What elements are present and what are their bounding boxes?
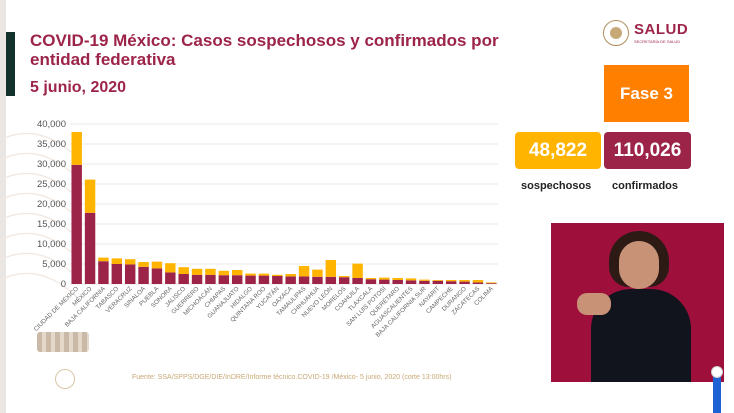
bar-confirmed [432,280,444,284]
bar-suspected [138,262,149,267]
y-tick-label: 0 [61,279,66,290]
bar-confirmed [352,278,363,284]
bar-suspected [71,132,82,165]
bar-suspected [419,279,430,281]
bar-suspected [365,278,377,280]
bar-confirmed [71,164,82,284]
seal-icon [603,20,629,46]
bar-confirmed [245,275,256,284]
bar-suspected [392,278,403,280]
bar-confirmed [312,276,323,284]
bar-suspected [272,274,283,276]
bar-confirmed [165,272,176,284]
bar-suspected [352,263,363,278]
bar-confirmed [365,279,377,284]
interpreter-face [619,241,659,289]
bar-confirmed [178,274,189,284]
source-note: Fuente: SSA/SPPS/DGE/DIE/InDRE/Informe t… [132,374,452,381]
y-tick-label: 35,000 [37,139,66,150]
bar-suspected [205,268,216,275]
bar-confirmed [205,274,216,284]
bar-confirmed [124,264,136,284]
page-title: COVID-19 México: Casos sospechosos y con… [30,31,499,69]
bar-suspected [231,270,243,276]
bar-suspected [445,280,457,282]
confirmed-label: confirmados [612,180,679,192]
confirmed-total: 110,026 [604,132,691,169]
x-tick-label: CIUDAD DE MÉXICO [33,285,81,333]
bar-suspected [84,179,96,213]
bar-confirmed [298,276,310,284]
bar-suspected [245,273,256,276]
report-date: 5 junio, 2020 [30,79,127,96]
bar-confirmed [138,266,149,284]
scrollbar-thumb[interactable] [711,366,723,378]
bar-suspected [258,273,270,276]
bar-suspected [111,258,123,264]
bar-suspected [472,280,484,283]
bar-confirmed [472,282,484,284]
bar-confirmed [285,276,296,284]
bar-suspected [298,266,310,277]
bar-suspected [325,260,337,277]
y-tick-label: 25,000 [37,179,66,190]
bar-suspected [338,276,350,278]
bar-suspected [285,274,296,277]
scrollbar-track[interactable] [713,372,721,413]
bar-confirmed [486,283,497,284]
bar-confirmed [325,276,337,284]
suspected-label: sospechosos [521,180,592,192]
bar-suspected [178,267,189,274]
logo-name: SALUD [634,21,689,38]
bar-chart: 0 5,000 10,000 15,000 20,000 25,000 30,000 35,0… [33,119,498,339]
bar-suspected [432,280,444,281]
logo-subtitle: SECRETARÍA DE SALUD [634,39,681,44]
y-tick-label: 40,000 [37,119,66,130]
bar-confirmed [272,276,283,284]
bar-confirmed [98,261,109,284]
bar-suspected [151,261,163,269]
bar-suspected [312,269,323,277]
bar-confirmed [392,280,403,284]
salud-logo: SALUD SECRETARÍA DE SALUD [603,20,698,48]
bar-confirmed [111,264,123,284]
left-edge-bar [0,0,6,413]
bar-suspected [165,263,176,273]
bar-confirmed [151,268,163,284]
suspected-total: 48,822 [515,132,601,169]
crest-icon [55,369,75,389]
bar-suspected [405,278,417,281]
title-accent-bar [6,32,15,96]
bar-suspected [379,277,390,280]
bar-confirmed [459,281,470,284]
y-tick-label: 5,000 [42,259,66,270]
bar-suspected [124,259,136,265]
y-tick-label: 10,000 [37,239,66,250]
bar-suspected [98,257,109,262]
y-tick-label: 20,000 [37,199,66,210]
phase-badge: Fase 3 [604,65,689,122]
y-tick-label: 15,000 [37,219,66,230]
bar-confirmed [445,281,457,284]
bar-confirmed [84,212,96,284]
bar-confirmed [231,275,243,284]
interpreter-hand [577,293,611,315]
y-tick-label: 30,000 [37,159,66,170]
bar-suspected [486,282,497,284]
bar-confirmed [338,277,350,284]
bar-confirmed [379,279,390,284]
people-illustration [37,332,89,352]
bar-confirmed [419,280,430,284]
bar-confirmed [218,275,230,284]
bar-suspected [459,280,470,282]
bar-suspected [191,268,203,275]
bar-suspected [218,270,230,276]
sign-language-video [551,223,724,382]
bar-confirmed [258,275,270,284]
bar-confirmed [191,274,203,284]
bar-confirmed [405,280,417,284]
